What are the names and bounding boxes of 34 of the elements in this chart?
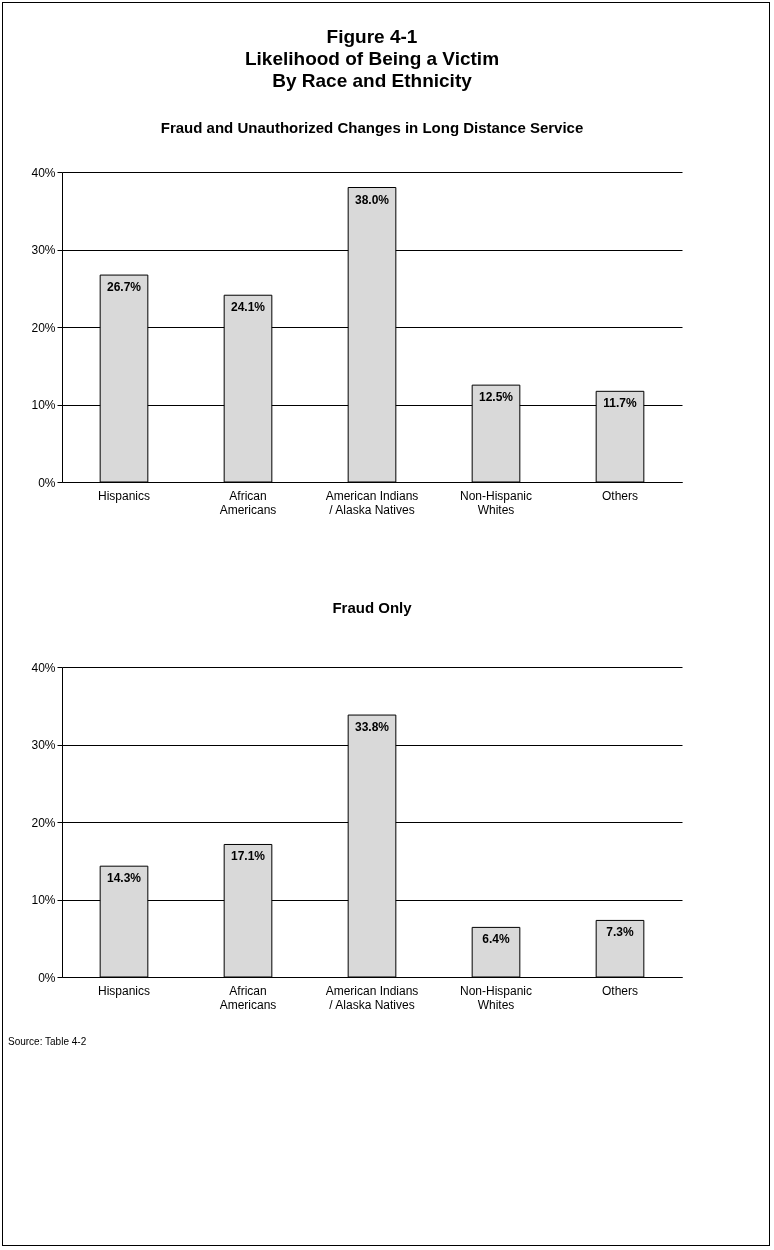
x-tick-label: Hispanics [97,983,151,998]
x-tick-label: African Americans [219,983,277,1012]
data-label: 24.1% [230,300,266,315]
y-tick-label: 0% [38,970,56,985]
data-label: 11.7% [603,396,638,411]
y-tick-label: 10% [31,893,56,907]
data-label: 17.1% [230,849,266,864]
y-tick-label: 30% [31,243,56,257]
chart-title: Figure 4-1 Likelihood of Being a Victim By Race and Ethnicity [244,26,500,91]
data-label: 33.8% [354,720,390,735]
x-tick-label: African Americans [219,488,277,517]
y-tick-label: 10% [31,398,56,412]
y-tick-label: 40% [31,660,56,675]
chart-subtitle: Fraud and Unauthorized Changes in Long Distance Service [160,119,584,136]
y-tick-label: 0% [38,475,56,490]
data-label: 38.0% [354,192,390,207]
x-tick-label: Non-Hispanic Whites [459,488,533,517]
data-label: 6.4% [482,932,510,947]
data-label: 26.7% [106,280,142,295]
y-tick-label: 40% [31,165,56,180]
x-tick-label: American Indians / Alaska Natives [325,488,419,517]
x-tick-label: Others [601,488,639,503]
y-tick-label: 20% [31,320,56,335]
data-label: 14.3% [106,871,142,886]
y-tick-label: 30% [31,738,56,752]
x-tick-label: American Indians / Alaska Natives [325,983,419,1012]
x-tick-label: Non-Hispanic Whites [459,983,533,1012]
y-tick-label: 20% [31,815,56,830]
source-note: Source: Table 4-2 [7,1036,88,1047]
x-tick-label: Hispanics [97,488,151,503]
data-label: 12.5% [478,390,514,405]
chart-title: Fraud Only [332,599,413,616]
x-tick-label: Others [601,983,639,998]
data-label: 7.3% [606,925,634,940]
